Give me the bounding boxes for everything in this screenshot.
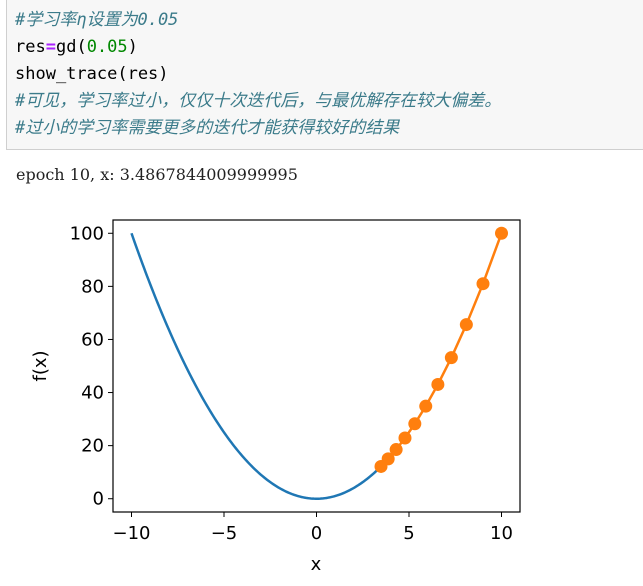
y-tick-label: 60 — [81, 329, 104, 350]
y-tick-label: 40 — [81, 383, 104, 404]
x-tick-label: 5 — [403, 523, 414, 544]
trace-point — [431, 377, 445, 391]
code-number: 0.05 — [86, 37, 128, 57]
code-line-show-trace: show_trace(res) — [15, 64, 169, 84]
trace-point — [444, 351, 458, 365]
code-comment-line: #学习率η设置为0.05 — [15, 10, 179, 30]
y-tick-label: 100 — [70, 223, 104, 244]
plot-frame — [112, 219, 521, 513]
plot-series — [130, 226, 508, 500]
x-tick-label: 0 — [311, 523, 322, 544]
trace-point — [374, 459, 388, 473]
trace-point — [459, 318, 473, 332]
output-text: epoch 10, x: 3.4867844009999995 — [16, 165, 298, 184]
code-line-gd-call: res=gd(0.05) — [15, 34, 138, 60]
y-tick-label: 80 — [81, 276, 104, 297]
x-tick-label: 10 — [490, 523, 513, 544]
code-comment-line: #过小的学习率需要更多的迭代才能获得较好的结果 — [15, 118, 400, 138]
trace-point — [419, 399, 433, 413]
trace-line — [380, 232, 503, 468]
y-tick-label: 20 — [81, 436, 104, 457]
x-tick-label: −5 — [211, 523, 238, 544]
y-axis-label: f(x) — [30, 350, 51, 381]
code-function: gd( — [55, 37, 87, 57]
x-axis-label: x — [311, 554, 322, 575]
trace-point — [398, 431, 412, 445]
code-comment-line: #可见，学习率过小，仅仅十次迭代后，与最优解存在较大偏差。 — [15, 91, 502, 111]
code-paren: ) — [127, 37, 138, 57]
trace-point — [495, 226, 508, 240]
trace-point — [476, 277, 490, 291]
trace-point — [408, 417, 422, 431]
code-operator: = — [45, 37, 56, 57]
function-curve — [130, 232, 382, 500]
code-variable: res — [15, 37, 46, 57]
y-tick-label: 0 — [93, 489, 104, 510]
trace-point — [389, 443, 403, 457]
x-tick-label: −10 — [113, 523, 151, 544]
code-cell[interactable]: #学习率η设置为0.05 res=gd(0.05) show_trace(res… — [6, 0, 643, 150]
